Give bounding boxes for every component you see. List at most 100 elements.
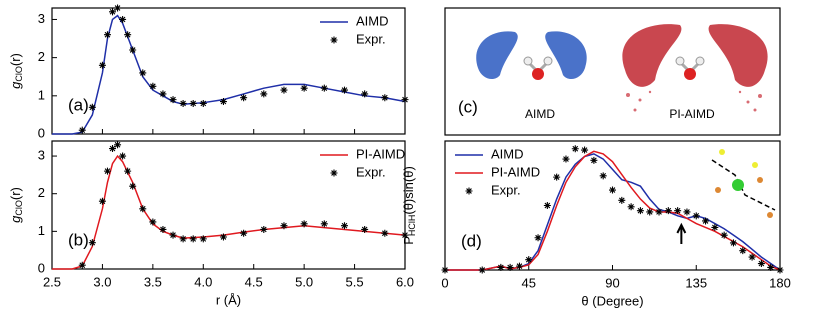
star-marker <box>109 145 117 153</box>
caption: PI-AIMD <box>669 107 715 121</box>
star-marker <box>169 96 177 104</box>
star-marker <box>609 186 616 194</box>
plot: 0 1 2 3 AIMD Expr. (a) gClO(r) <box>8 4 409 140</box>
panel-label: (a) <box>68 95 89 114</box>
star-marker <box>129 46 137 54</box>
y-label-part: P <box>401 236 416 245</box>
plot-frame <box>51 7 406 135</box>
star-marker <box>618 196 626 204</box>
star-marker <box>114 4 122 12</box>
star-marker <box>581 146 589 154</box>
star-marker <box>562 155 570 163</box>
star-marker <box>124 167 132 175</box>
star-marker <box>219 98 227 106</box>
star-marker <box>401 96 409 104</box>
star-marker <box>179 235 187 243</box>
red-speckle <box>626 90 762 112</box>
star-marker <box>543 202 551 209</box>
star-marker <box>515 262 523 270</box>
star-marker <box>139 69 147 77</box>
star-marker <box>149 218 157 226</box>
y-tick-label: 0 <box>38 125 45 140</box>
water-molecule <box>523 56 553 80</box>
y-label-part: (r) <box>8 187 23 200</box>
star-marker <box>300 220 308 228</box>
star-marker <box>664 207 672 215</box>
star-marker <box>119 152 127 160</box>
star-marker <box>300 84 308 92</box>
x-tick-label: 180 <box>769 275 791 290</box>
star-marker <box>497 263 505 271</box>
star-marker <box>240 94 248 102</box>
series-line <box>52 14 406 135</box>
star-marker <box>776 266 784 274</box>
y-label-part: (r) <box>8 53 23 66</box>
star-marker <box>78 126 86 134</box>
star-marker <box>739 247 747 255</box>
legend-label: AIMD <box>491 146 524 161</box>
star-marker <box>159 225 167 233</box>
y-tick-label: 3 <box>38 11 45 26</box>
y-label-part: HClH <box>407 215 417 237</box>
star-marker <box>189 235 197 243</box>
legend-label: AIMD <box>356 13 389 28</box>
star-marker <box>189 99 197 107</box>
x-tick-label: 135 <box>685 275 707 290</box>
legend-label: PI-AIMD <box>356 146 405 161</box>
star-marker <box>260 225 268 233</box>
y-axis-label: gClO(r) <box>8 187 24 223</box>
legend-label: Expr. <box>356 164 386 179</box>
panel-label: (c) <box>458 97 478 116</box>
x-axis-label: r (Å) <box>216 292 241 307</box>
star-marker <box>103 31 111 39</box>
star-marker <box>401 231 409 239</box>
star-marker <box>590 156 598 164</box>
star-marker <box>98 61 106 69</box>
x-tick-label: 6.0 <box>396 274 414 289</box>
star-marker <box>88 239 96 247</box>
x-tick-label: 5.5 <box>346 274 364 289</box>
panel-label: (d) <box>461 231 482 250</box>
x-tick-label: 90 <box>605 275 619 290</box>
plot-frame <box>51 140 406 270</box>
star-marker <box>478 266 486 274</box>
legend-marker <box>465 187 473 195</box>
y-label-part: ClO <box>14 200 24 216</box>
star-marker <box>702 217 710 225</box>
star-marker <box>571 145 579 153</box>
plot: 0 45 90 135 180 AIMD PI-AIMD Expr. (d) PHClH(θ)si… <box>401 140 791 308</box>
blue-lobe <box>545 31 587 80</box>
star-marker <box>361 225 369 233</box>
star-marker <box>103 167 111 175</box>
legend-label: PI-AIMD <box>491 164 540 179</box>
x-axis-label: θ (Degree) <box>581 293 643 308</box>
star-marker <box>553 173 561 181</box>
star-marker <box>655 208 663 216</box>
star-marker <box>129 182 137 190</box>
panel-label: (b) <box>68 230 89 249</box>
x-tick-label: 4.5 <box>245 274 263 289</box>
legend-label: Expr. <box>491 182 521 197</box>
star-marker <box>748 253 756 261</box>
x-tick-label: 3.5 <box>144 274 162 289</box>
star-marker <box>674 207 682 215</box>
blue-lobe <box>476 31 518 80</box>
star-marker <box>78 261 86 269</box>
star-marker <box>692 212 700 220</box>
star-marker <box>114 141 122 149</box>
red-lobe <box>622 24 682 87</box>
series-line <box>52 154 406 270</box>
y-label-part: g <box>8 81 23 89</box>
star-marker <box>240 229 248 237</box>
y-tick-label: 1 <box>38 223 45 238</box>
y-label-part: ClO <box>14 66 24 82</box>
star-marker <box>119 15 127 23</box>
star-marker <box>260 90 268 98</box>
star-marker <box>525 256 533 264</box>
x-tick-label: 0 <box>441 275 448 290</box>
star-marker <box>199 235 207 243</box>
star-marker <box>506 263 514 271</box>
star-marker <box>767 263 775 271</box>
legend-marker <box>330 169 338 177</box>
